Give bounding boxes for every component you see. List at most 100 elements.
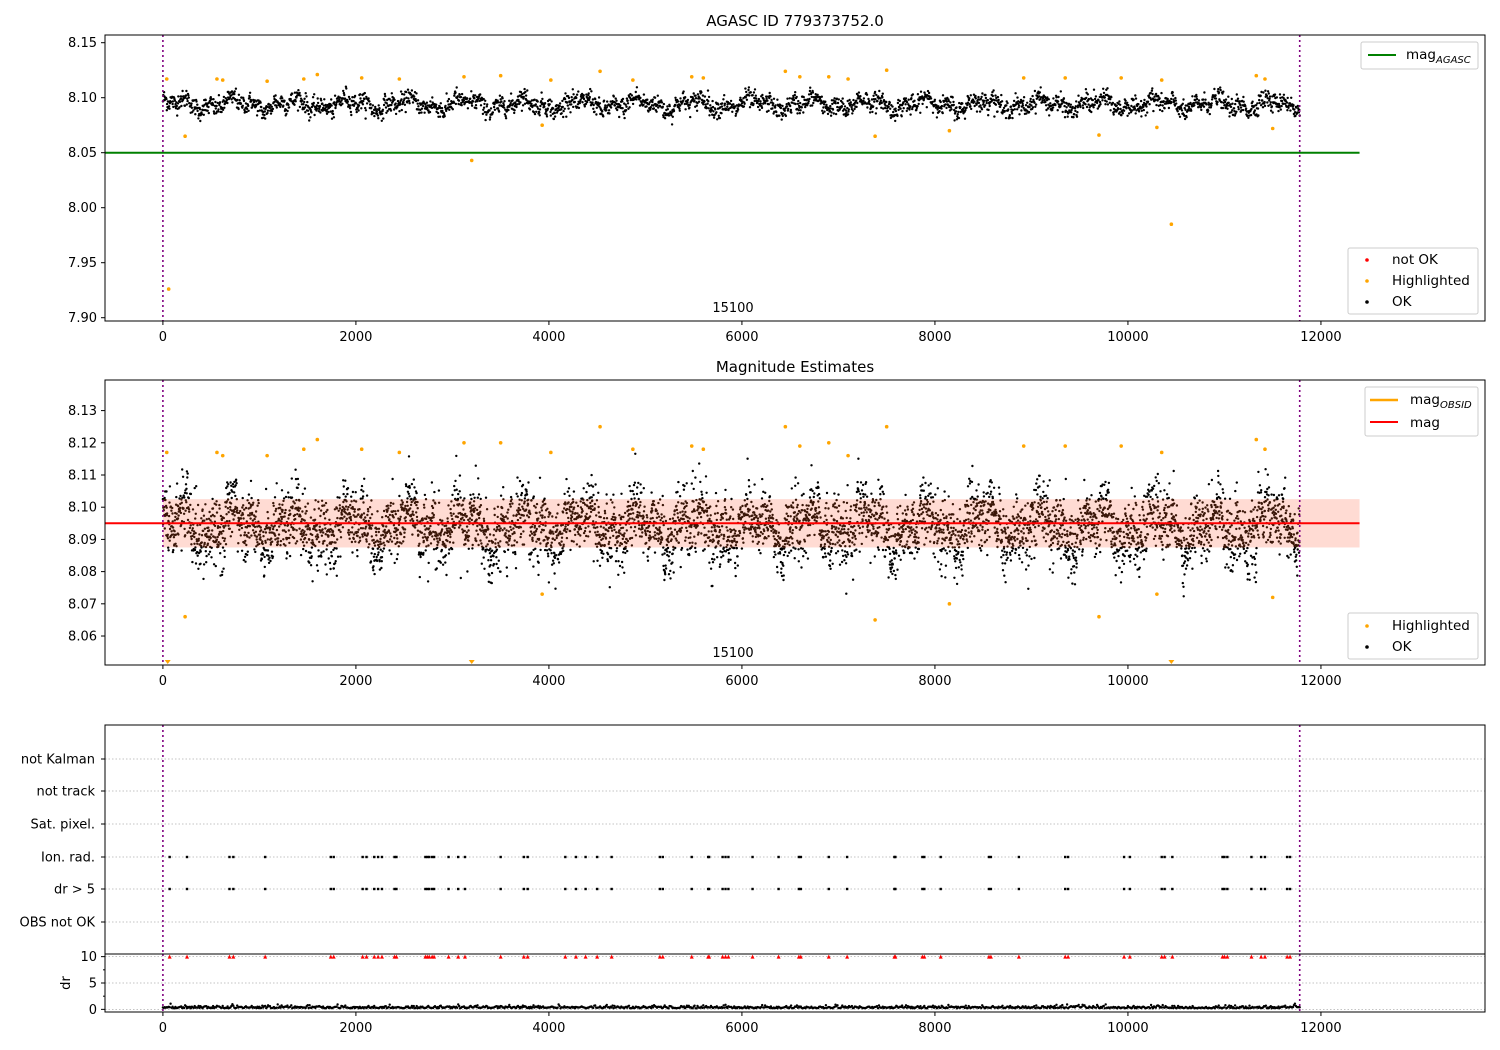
ok-point bbox=[744, 96, 747, 99]
ok-point bbox=[346, 492, 349, 496]
ok-point bbox=[217, 94, 221, 97]
ok-point bbox=[426, 106, 429, 110]
ok-point bbox=[533, 112, 537, 116]
ok-point bbox=[404, 519, 407, 523]
ok-point bbox=[592, 107, 595, 111]
ok-point bbox=[377, 551, 380, 554]
ok-point bbox=[1009, 105, 1013, 108]
legend-swatch-highlighted bbox=[1365, 279, 1369, 283]
ok-point bbox=[575, 96, 578, 100]
ok-point bbox=[339, 536, 343, 539]
ok-point bbox=[330, 104, 333, 107]
ok-point bbox=[1093, 97, 1097, 101]
ok-point bbox=[467, 529, 470, 532]
ok-point bbox=[189, 524, 192, 527]
ok-point bbox=[354, 491, 357, 494]
ok-point bbox=[255, 114, 259, 117]
ok-point bbox=[725, 107, 728, 111]
ok-point bbox=[304, 512, 307, 515]
ok-point bbox=[423, 493, 427, 497]
ok-point bbox=[635, 86, 639, 89]
ok-point bbox=[352, 99, 355, 103]
ok-point bbox=[760, 106, 764, 110]
ok-point bbox=[897, 108, 900, 112]
ok-point bbox=[246, 553, 249, 557]
ok-point bbox=[509, 505, 512, 508]
highlighted-point bbox=[359, 76, 364, 80]
ok-point bbox=[392, 516, 395, 519]
ok-point bbox=[295, 529, 298, 532]
ok-point bbox=[418, 111, 421, 115]
ok-point bbox=[229, 502, 233, 505]
ok-point bbox=[1214, 97, 1218, 100]
ok-point bbox=[380, 566, 383, 570]
ok-point bbox=[388, 513, 392, 517]
ok-point bbox=[1022, 99, 1025, 103]
ok-point bbox=[565, 530, 568, 534]
ok-point bbox=[853, 107, 856, 111]
ok-point bbox=[992, 89, 995, 92]
ok-point bbox=[332, 534, 336, 538]
ok-point bbox=[518, 512, 521, 516]
ok-point bbox=[270, 537, 273, 540]
ok-point bbox=[323, 98, 326, 101]
ok-point bbox=[589, 101, 592, 104]
ok-point bbox=[775, 110, 778, 114]
ok-point bbox=[625, 105, 628, 108]
ok-point bbox=[834, 112, 838, 116]
ok-point bbox=[648, 101, 651, 104]
ok-point bbox=[402, 101, 405, 104]
ok-point bbox=[480, 562, 483, 565]
ok-point bbox=[275, 104, 278, 107]
ok-point bbox=[460, 104, 463, 107]
ok-point bbox=[238, 99, 241, 102]
ok-point bbox=[878, 89, 881, 93]
ok-point bbox=[312, 101, 315, 105]
ok-point bbox=[857, 91, 861, 94]
ok-point bbox=[302, 544, 306, 547]
ok-point bbox=[726, 105, 729, 109]
ok-point bbox=[1158, 97, 1161, 100]
highlighted-point bbox=[798, 75, 802, 79]
ok-point bbox=[796, 102, 800, 106]
ok-point bbox=[474, 507, 477, 510]
ok-point bbox=[894, 107, 897, 110]
ok-point bbox=[695, 109, 699, 113]
ok-point bbox=[707, 107, 710, 110]
ok-point bbox=[471, 100, 475, 103]
ok-point bbox=[426, 580, 430, 583]
ok-point bbox=[282, 538, 285, 541]
ok-point bbox=[380, 542, 383, 545]
ok-point bbox=[223, 537, 227, 540]
ok-point bbox=[1134, 112, 1137, 115]
figure-title: AGASC ID 779373752.0 bbox=[706, 12, 884, 30]
ok-point bbox=[314, 499, 317, 502]
ok-point bbox=[372, 555, 376, 558]
ok-point bbox=[194, 113, 197, 116]
ok-point bbox=[662, 102, 666, 106]
ok-point bbox=[471, 543, 474, 547]
ok-point bbox=[403, 93, 406, 96]
ok-point bbox=[748, 106, 752, 109]
ok-point bbox=[433, 490, 436, 494]
ok-point bbox=[351, 551, 354, 554]
ok-point bbox=[252, 501, 255, 504]
ok-point bbox=[808, 97, 811, 101]
ok-point bbox=[387, 540, 390, 544]
ok-point bbox=[1137, 103, 1140, 106]
ok-point bbox=[892, 110, 895, 114]
ok-point bbox=[711, 99, 714, 103]
ok-point bbox=[497, 559, 500, 562]
ok-point bbox=[789, 104, 792, 108]
ok-point bbox=[822, 106, 825, 109]
ok-point bbox=[1239, 103, 1242, 107]
ok-point bbox=[489, 107, 493, 110]
ok-point bbox=[215, 503, 218, 506]
ok-point bbox=[336, 516, 339, 520]
ok-point bbox=[1191, 95, 1194, 98]
ok-point bbox=[386, 109, 389, 113]
ok-point bbox=[532, 565, 535, 568]
ok-point bbox=[734, 112, 738, 116]
ok-point bbox=[1222, 90, 1225, 93]
ok-point bbox=[536, 107, 540, 110]
